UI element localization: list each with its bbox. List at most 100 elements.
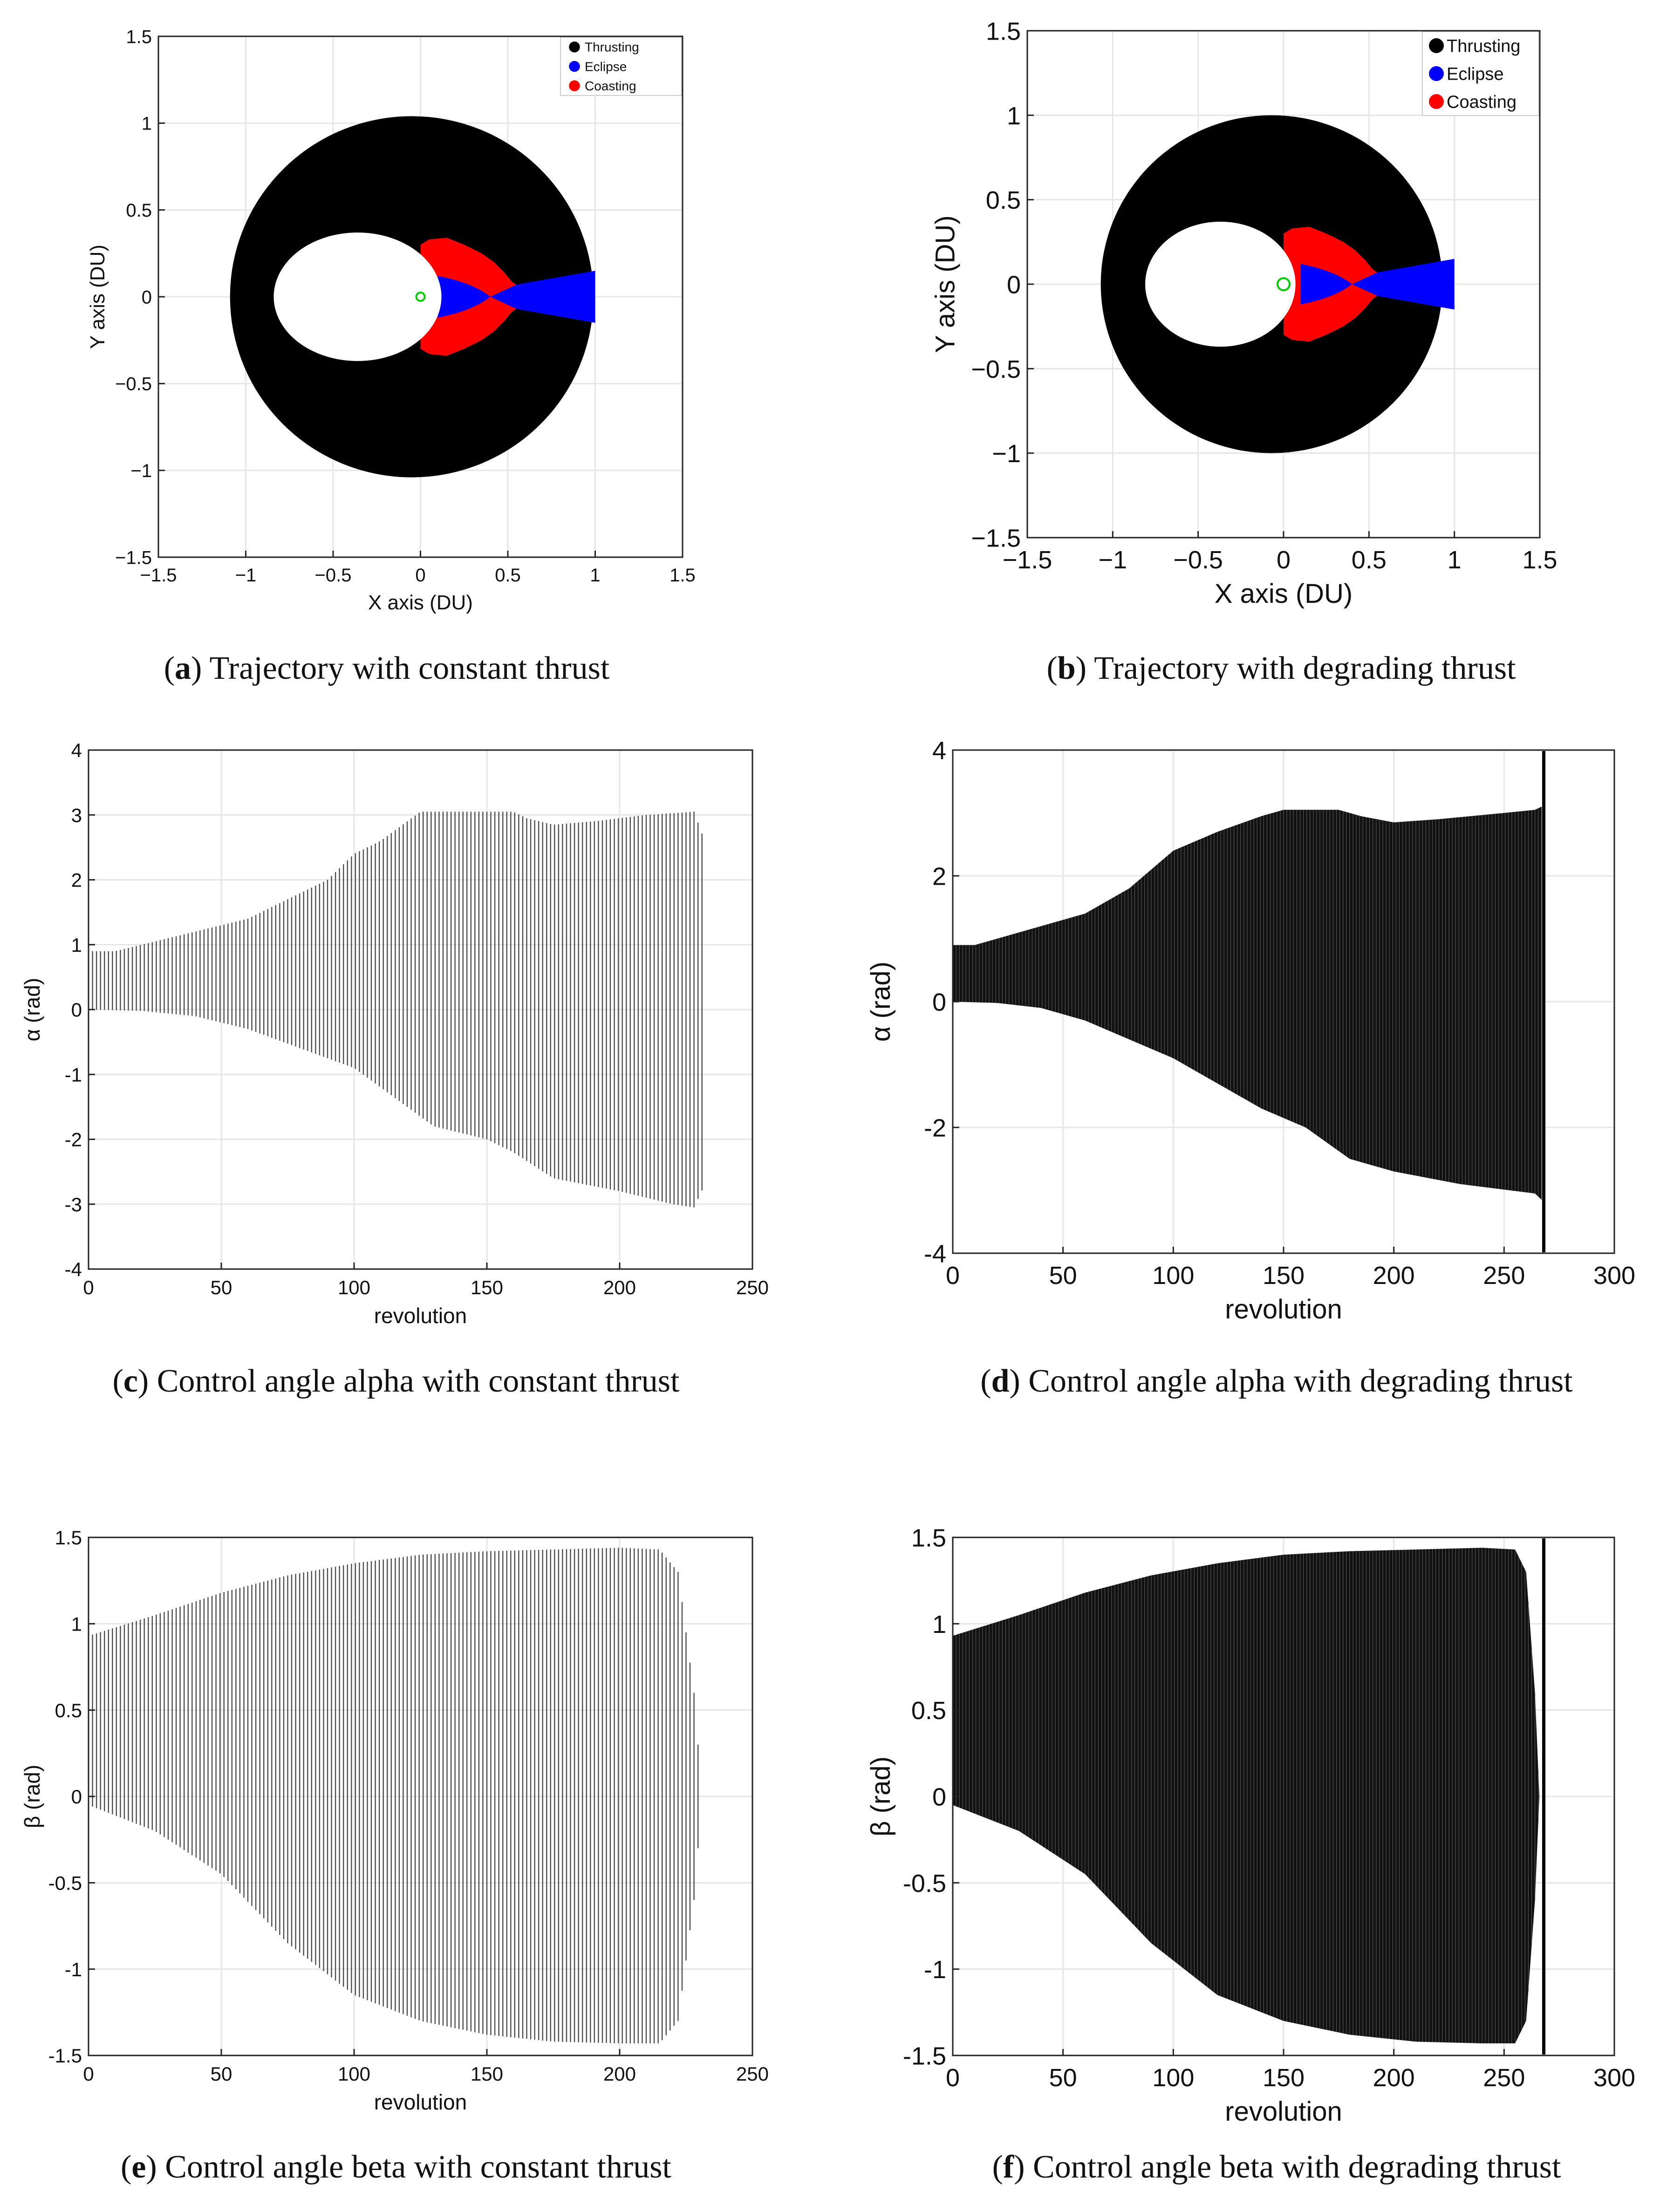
x-axis-label: X axis (DU) [1215,579,1353,609]
panel-e: 0 50 100 150 200 250 -1.5 -1 -0.5 0 0.5 1 1.5 revolut… [20,1527,769,2114]
caption-d-text: Control angle alpha with degrading thrus… [1020,1363,1573,1399]
plot-area-c [89,812,703,1208]
ytick-label-0: −1.5 [971,524,1021,552]
xtick-label-4: 200 [1373,1262,1415,1290]
xtick-label-3: 150 [1263,2064,1305,2092]
xtick-label-4: 200 [603,2063,636,2085]
y-axis-label: α (rad) [20,978,44,1042]
signal-lines [89,812,703,1208]
ytick-label-0: -4 [924,1240,946,1268]
ytick-label-2: -0.5 [48,1872,82,1894]
xtick-label-0: 0 [83,1277,94,1298]
ytick-label-0: -4 [65,1258,82,1280]
xtick-label-4: 200 [1373,2064,1415,2092]
eclipse-region [1300,259,1455,310]
legend-marker-0 [1429,38,1444,53]
xtick-label-4: 0.5 [1352,546,1387,574]
caption-b-text: Trajectory with degrading thrust [1086,650,1516,686]
caption-f-text: Control angle beta with degrading thrust [1025,2149,1561,2185]
ytick-label-2: −0.5 [971,355,1021,383]
central-body-marker [415,292,426,302]
signal-lines [953,1548,1539,2044]
xtick-label-5: 250 [736,1277,769,1298]
ytick-label-6: 1.5 [55,1527,82,1549]
xtick-label-1: 50 [211,1277,232,1298]
xtick-label-1: 50 [1049,1262,1077,1290]
ytick-label-5: 1 [1007,102,1021,130]
x-axis-label: revolution [374,2090,467,2114]
ytick-label-4: 0.5 [126,200,152,221]
xtick-label-5: 250 [1483,2064,1525,2092]
legend-box [560,37,682,96]
legend-label-0: Thrusting [1447,36,1520,56]
xtick-label-5: 250 [1483,1262,1525,1290]
x-axis-label: revolution [1225,2096,1342,2127]
legend-marker-0 [569,41,580,53]
xtick-label-5: 250 [736,2063,769,2085]
plot-area-e [89,1548,699,2044]
ytick-label-1: -3 [65,1194,82,1215]
xtick-label-3: 0 [415,565,425,586]
xtick-label-2: −0.5 [315,565,352,586]
legend-label-0: Thrusting [585,40,639,55]
legend: Thrusting Eclipse Coasting [1422,31,1539,116]
caption-d: (d) Control angle alpha with degrading t… [980,1363,1573,1399]
ytick-label-0: -1.5 [903,2042,946,2070]
caption-d-letter: d [991,1363,1010,1399]
ytick-label-1: -2 [924,1114,946,1142]
caption-a: (a) Trajectory with constant thrust [164,650,610,686]
ytick-label-4: 0.5 [55,1700,82,1721]
xtick-label-6: 300 [1593,2064,1635,2092]
caption-b-letter: b [1057,650,1076,686]
y-axis-label: Y axis (DU) [86,245,109,349]
ytick-label-0: −1.5 [115,547,152,568]
xtick-label-1: −1 [235,565,257,586]
ytick-label-1: -1 [924,1956,946,1984]
ytick-label-4: 0 [71,999,82,1021]
ytick-label-3: 2 [932,862,946,890]
caption-e: (e) Control angle beta with constant thr… [121,2149,671,2185]
xtick-label-6: 300 [1593,1262,1635,1290]
ytick-label-2: 0 [932,988,946,1016]
panel-b: Thrusting Eclipse Coasting −1.5 −1 −0.5 0 0.5 1 1… [930,17,1557,609]
ytick-label-6: 1.5 [911,1524,946,1552]
xtick-label-2: 100 [1152,1262,1194,1290]
xtick-label-1: 50 [211,2063,232,2085]
ytick-label-1: −1 [130,461,152,481]
panel-f: 0 50 100 150 200 250 300 -1.5 -1 -0.5 0 0.5 1 1.5 revo… [866,1524,1635,2127]
ytick-label-5: 1 [142,114,152,134]
legend-label-1: Eclipse [585,59,627,74]
inner-orbit-hole [1145,221,1296,347]
ytick-label-0: -1.5 [48,2045,82,2067]
xtick-label-0: −1.5 [1003,546,1052,574]
legend-marker-2 [569,80,580,91]
central-body-marker [1277,277,1291,291]
caption-b: (b) Trajectory with degrading thrust [1046,650,1516,686]
ytick-label-1: −1 [992,440,1021,468]
ytick-label-2: −0.5 [115,374,152,395]
ytick-label-6: 2 [71,869,82,891]
ytick-label-3: 0 [71,1786,82,1808]
legend-marker-2 [1429,94,1444,109]
panel-d: 0 50 100 150 200 250 300 -4 -2 0 2 4 revolution α (ra… [866,737,1635,1324]
caption-f-letter: f [1003,2149,1014,2185]
x-axis-label: X axis (DU) [368,591,473,614]
panel-c: 0 50 100 150 200 250 -4 -3 -2 -1 0 1 2 3 4 revolution α … [20,739,769,1328]
y-axis-label: β (rad) [20,1765,44,1828]
ytick-label-2: -0.5 [903,1870,946,1898]
xtick-label-6: 1.5 [1522,546,1557,574]
signal-lines [953,806,1542,1200]
xtick-label-4: 0.5 [495,565,521,586]
plot-area-d [953,751,1546,1252]
legend-label-1: Eclipse [1447,64,1504,84]
caption-f: (f) Control angle beta with degrading th… [992,2149,1561,2185]
xtick-label-2: 100 [338,2063,370,2085]
legend-marker-1 [1429,66,1444,81]
signal-lines [89,1548,699,2044]
ytick-label-5: 1 [71,934,82,956]
x-axis-label: revolution [1225,1294,1342,1324]
caption-e-letter: e [131,2149,146,2185]
ytick-label-5: 1 [71,1613,82,1635]
y-axis-label: Y axis (DU) [930,215,960,353]
